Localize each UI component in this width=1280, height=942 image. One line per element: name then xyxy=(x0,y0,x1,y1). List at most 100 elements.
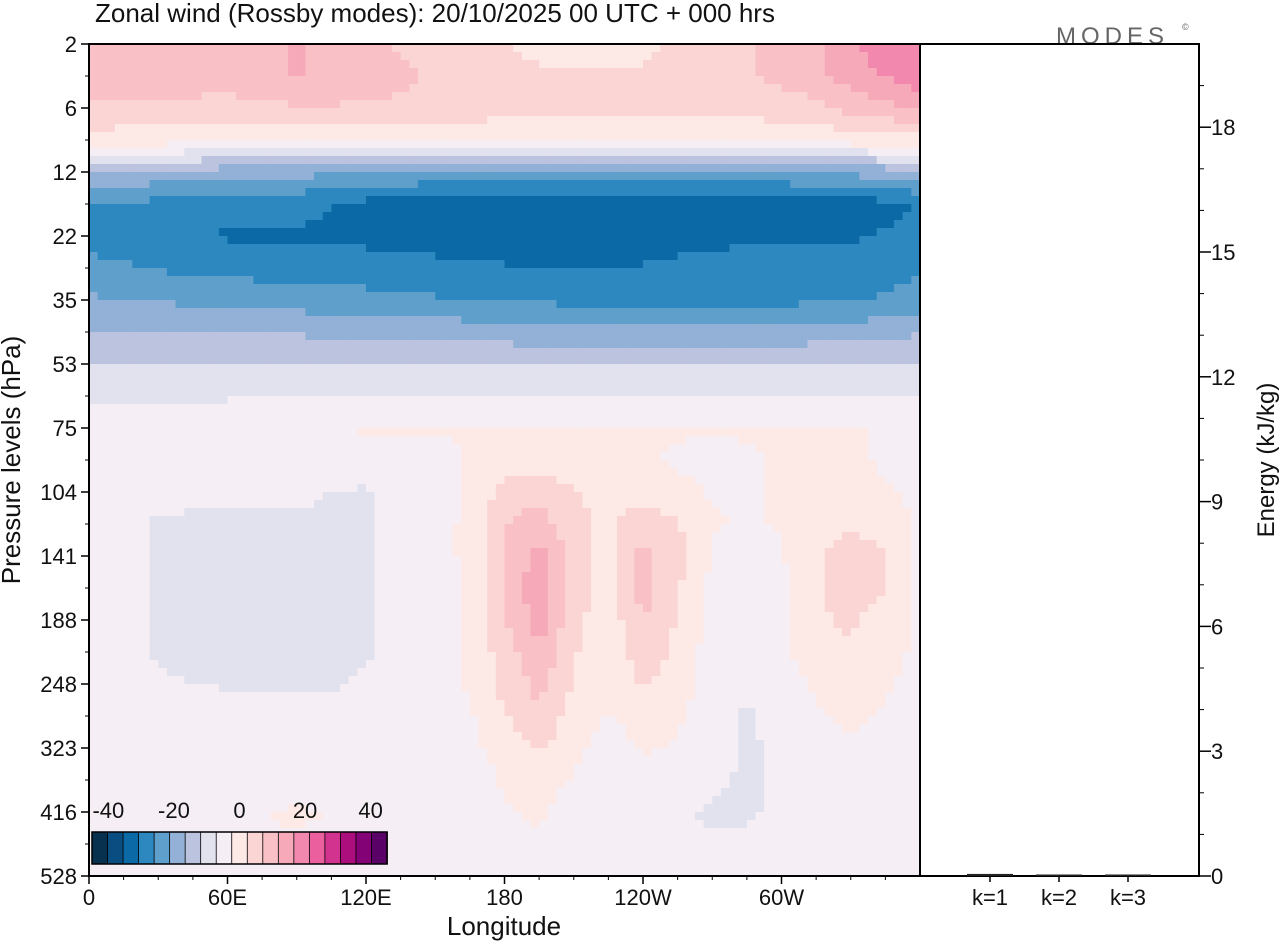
heatmap-cell xyxy=(660,172,670,181)
heatmap-cell xyxy=(772,356,783,365)
heatmap-cell xyxy=(270,204,281,213)
heatmap-cell xyxy=(210,300,220,309)
heatmap-cell xyxy=(426,332,436,341)
heatmap-cell xyxy=(192,52,203,61)
heatmap-cell xyxy=(582,444,592,453)
heatmap-cell xyxy=(660,124,670,133)
heatmap-cell xyxy=(123,396,133,405)
heatmap-cell xyxy=(668,284,679,293)
heatmap-cell xyxy=(409,444,419,453)
heatmap-cell xyxy=(720,60,731,69)
heatmap-cell xyxy=(833,268,843,277)
heatmap-cell xyxy=(625,380,635,389)
heatmap-cell xyxy=(816,420,826,429)
heatmap-cell xyxy=(201,404,211,413)
heatmap-cell xyxy=(158,52,168,61)
heatmap-cell xyxy=(288,100,298,109)
heatmap-cell xyxy=(123,276,133,285)
heatmap-cell xyxy=(288,116,298,125)
heatmap-cell xyxy=(582,340,592,349)
heatmap-cell xyxy=(409,132,419,141)
heatmap-cell xyxy=(807,444,817,453)
heatmap-cell xyxy=(366,412,376,421)
heatmap-cell xyxy=(755,388,765,397)
heatmap-cell xyxy=(218,340,229,349)
heatmap-cell xyxy=(772,116,783,125)
heatmap-cell xyxy=(166,204,177,213)
heatmap-cell xyxy=(850,220,861,229)
heatmap-cell xyxy=(625,452,635,461)
heatmap-cell xyxy=(842,260,852,269)
heatmap-cell xyxy=(876,396,886,405)
heatmap-cell xyxy=(348,68,358,77)
heatmap-cell xyxy=(668,276,679,285)
heatmap-cell xyxy=(469,124,480,133)
heatmap-cell xyxy=(798,188,809,197)
heatmap-cell xyxy=(132,340,142,349)
heatmap-cell xyxy=(582,252,592,261)
heatmap-cell xyxy=(729,44,739,53)
heatmap-cell xyxy=(149,68,159,77)
heatmap-cell xyxy=(132,196,142,205)
heatmap-cell xyxy=(591,348,601,357)
heatmap-cell xyxy=(668,244,679,253)
heatmap-cell xyxy=(539,164,549,173)
heatmap-cell xyxy=(859,52,869,61)
heatmap-cell xyxy=(314,44,324,53)
heatmap-cell xyxy=(712,444,722,453)
heatmap-cell xyxy=(270,316,281,325)
heatmap-cell xyxy=(634,172,644,181)
heatmap-cell xyxy=(218,260,229,269)
heatmap-cell xyxy=(694,196,705,205)
heatmap-cell xyxy=(859,92,869,101)
heatmap-cell xyxy=(573,180,584,189)
heatmap-cell xyxy=(824,252,835,261)
heatmap-cell xyxy=(383,244,393,253)
heatmap-cell xyxy=(842,404,852,413)
heatmap-cell xyxy=(426,388,436,397)
heatmap-cell xyxy=(625,364,635,373)
heatmap-cell xyxy=(166,124,177,133)
heatmap-cell xyxy=(331,404,341,413)
heatmap-cell xyxy=(816,84,826,93)
heatmap-cell xyxy=(703,164,713,173)
heatmap-cell xyxy=(495,332,506,341)
heatmap-cell xyxy=(651,412,661,421)
heatmap-cell xyxy=(625,148,635,157)
heatmap-cell xyxy=(686,300,696,309)
heatmap-cell xyxy=(435,172,445,181)
heatmap-cell xyxy=(478,92,488,101)
heatmap-cell xyxy=(218,100,229,109)
heatmap-cell xyxy=(357,308,367,317)
heatmap-cell xyxy=(366,380,376,389)
heatmap-cell xyxy=(617,396,627,405)
heatmap-cell xyxy=(513,244,523,253)
heatmap-cell xyxy=(677,300,687,309)
heatmap-cell xyxy=(868,428,878,437)
heatmap-cell xyxy=(487,388,497,397)
heatmap-cell xyxy=(89,84,99,93)
heatmap-cell xyxy=(374,44,384,53)
heatmap-cell xyxy=(694,268,705,277)
heatmap-cell xyxy=(201,52,211,61)
heatmap-cell xyxy=(114,204,125,213)
heatmap-cell xyxy=(902,108,912,117)
heatmap-cell xyxy=(513,180,523,189)
heatmap-cell xyxy=(556,164,566,173)
heatmap-cell xyxy=(175,156,185,165)
heatmap-cell xyxy=(374,316,384,325)
heatmap-cell xyxy=(374,332,384,341)
heatmap-cell xyxy=(253,148,263,157)
heatmap-cell xyxy=(114,324,125,333)
heatmap-cell xyxy=(902,316,912,325)
heatmap-cell xyxy=(227,52,237,61)
heatmap-cell xyxy=(123,204,133,213)
heatmap-cell xyxy=(712,412,722,421)
heatmap-cell xyxy=(911,332,921,341)
heatmap-cell xyxy=(547,340,558,349)
heatmap-cell xyxy=(210,268,220,277)
heatmap-cell xyxy=(668,444,679,453)
heatmap-cell xyxy=(262,132,272,141)
heatmap-cell xyxy=(166,292,177,301)
heatmap-cell xyxy=(158,332,168,341)
